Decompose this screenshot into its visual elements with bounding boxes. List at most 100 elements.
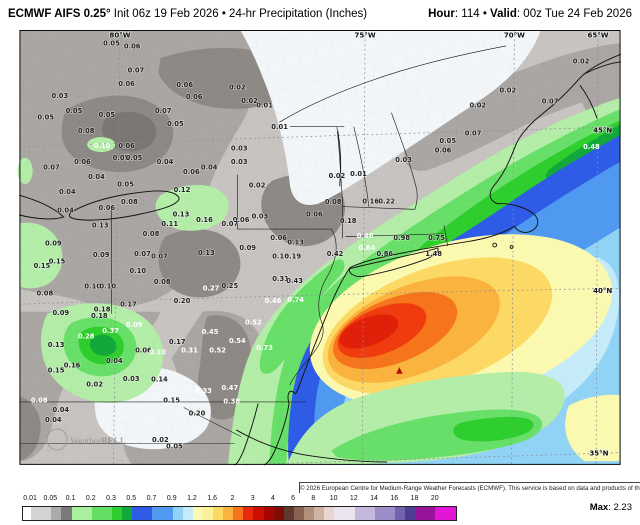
precip-value-label: 0.06 xyxy=(176,81,193,89)
precip-value-label: 0.45 xyxy=(202,328,219,336)
color-scale-segment xyxy=(314,507,325,520)
precip-value-label: 0.28 xyxy=(78,333,95,341)
precip-value-label: 0.09 xyxy=(52,309,69,317)
precip-value-label: 0.07 xyxy=(542,98,559,106)
precip-value-label: 0.02 xyxy=(152,436,169,444)
precip-value-label: 0.46 xyxy=(357,232,374,240)
precip-value-label: 0.05 xyxy=(37,114,54,122)
color-scale-tick-label: 1.2 xyxy=(187,495,197,502)
precip-value-label: 1.48 xyxy=(425,250,442,258)
precip-value-label: 0.33 xyxy=(195,387,212,395)
precip-value-label: 0.13 xyxy=(48,341,65,349)
valid-time: Hour: 114 • Valid: 00z Tue 24 Feb 2026 xyxy=(428,8,632,20)
color-scale-segment xyxy=(23,507,32,520)
color-scale-segment xyxy=(324,507,335,520)
precip-value-label: 0.01 xyxy=(271,123,288,131)
precip-value-label: 0.13 xyxy=(287,239,304,247)
precip-value-label: 0.43 xyxy=(286,277,303,285)
precip-value-label: 0.06 xyxy=(118,142,135,150)
color-scale-segment xyxy=(293,507,305,520)
precip-value-label: 0.06 xyxy=(124,42,141,50)
precip-value-label: 0.02 xyxy=(573,57,590,65)
precip-value-label: 0.06 xyxy=(435,147,452,155)
color-scale-tick-label: 12 xyxy=(349,495,358,502)
title-bar: ECMWF AIFS 0.25° Init 06z 19 Feb 2026 • … xyxy=(0,0,640,30)
precip-value-label: 0.11 xyxy=(161,220,178,228)
color-scale-segment xyxy=(111,507,123,520)
color-scale-segment xyxy=(223,507,234,520)
color-scale-segment xyxy=(132,507,153,520)
color-scale-segment xyxy=(51,507,62,520)
precip-value-label: 0.86 xyxy=(376,250,393,258)
precip-value-label: 0.18 xyxy=(91,312,108,320)
precip-value-label: 0.75 xyxy=(428,234,445,242)
precip-value-label: 0.42 xyxy=(327,250,344,258)
precip-value-label: 0.15 xyxy=(49,257,66,265)
color-scale-segment xyxy=(273,507,284,520)
precip-value-label: 0.31 xyxy=(181,347,198,355)
precip-value-label: 0.52 xyxy=(209,347,226,355)
precip-value-label: 0.06 xyxy=(270,234,287,242)
color-scale-tick-label: 10 xyxy=(329,495,338,502)
precip-value-label: 0.02 xyxy=(249,181,266,189)
precip-value-label: 0.27 xyxy=(203,285,220,293)
color-scale-tick-label: 8 xyxy=(311,495,316,502)
color-scale-segment xyxy=(334,507,355,520)
precip-value-label: 0.03 xyxy=(252,212,269,220)
precip-value-label: 0.04 xyxy=(59,188,76,196)
ocean-precip-layer xyxy=(287,135,621,465)
color-scale-tick-label: 1.6 xyxy=(207,495,218,502)
watermark-text: WeatherBELL xyxy=(70,437,126,447)
precip-value-label: 0.18 xyxy=(340,217,357,225)
precip-value-label: 0.04 xyxy=(52,406,69,414)
precip-value-label: 0.64 xyxy=(359,244,376,252)
max-marker-icon xyxy=(396,367,403,374)
precip-value-label: 0.07 xyxy=(134,250,151,258)
precip-value-label: 0.31 xyxy=(272,275,289,283)
color-scale-tick-label: 0.2 xyxy=(85,495,96,502)
precip-value-label: 0.10 xyxy=(99,283,116,291)
precip-value-label: 0.06 xyxy=(186,93,203,101)
precip-value-label: 0.17 xyxy=(169,338,186,346)
precip-value-label: 0.73 xyxy=(256,344,273,352)
precip-value-label: 0.12 xyxy=(174,186,191,194)
precip-value-label: 0.13 xyxy=(173,210,190,218)
color-scale-segment xyxy=(243,507,254,520)
precip-value-label: 0.54 xyxy=(229,337,246,345)
precip-value-label: 0.10 xyxy=(94,142,111,150)
precip-value-label: 0.09 xyxy=(126,321,143,329)
precip-value-label: 0.03 xyxy=(231,158,248,166)
precip-value-label: 0.15 xyxy=(48,366,65,374)
precip-value-label: 0.07 xyxy=(222,220,239,228)
precip-value-label: 0.04 xyxy=(45,416,62,424)
precip-value-label: 0.20 xyxy=(174,297,191,305)
precip-value-label: 0.05 xyxy=(98,111,115,119)
color-scale-segment xyxy=(435,507,456,520)
color-scale-segment xyxy=(91,507,112,520)
precip-value-label: 0.03 xyxy=(52,92,69,100)
precip-value-label: 0.10 xyxy=(149,348,166,356)
color-scale-tick-label: 20 xyxy=(430,495,439,502)
color-scale-tick-label: 4 xyxy=(270,495,275,502)
max-label: Max xyxy=(589,502,609,513)
precip-value-label: 0.03 xyxy=(395,156,412,164)
precip-value-label: 0.16 xyxy=(272,253,289,261)
color-scale-segment xyxy=(233,507,244,520)
color-scale-segment xyxy=(374,507,396,520)
precip-value-label: 0.37 xyxy=(102,327,119,335)
color-scale-tick-label: 14 xyxy=(370,495,378,502)
color-scale-tick-label: 16 xyxy=(390,495,399,502)
color-scale-tick-label: 0.3 xyxy=(106,495,116,502)
precip-value-label: 0.10 xyxy=(84,283,101,291)
state-borders xyxy=(19,112,449,444)
color-scale-tick-labels: 0.01 0.05 0.1 0.2 0.3 0.5 0.7 0.9 1.2 1.6 2 3 4 6 8 10 1… xyxy=(0,495,640,505)
precip-value-label: 0.01 xyxy=(350,170,367,178)
precip-value-label: 0.02 xyxy=(469,101,486,109)
precip-value-label: 0.05 xyxy=(117,180,134,188)
color-scale-segment xyxy=(31,507,52,520)
color-scale-segment xyxy=(61,507,72,520)
precip-value-label: 0.06 xyxy=(233,216,250,224)
precip-value-label: 0.14 xyxy=(151,376,168,384)
precip-value-label: 0.09 xyxy=(45,240,62,248)
precip-value-label: 0.09 xyxy=(239,244,256,252)
